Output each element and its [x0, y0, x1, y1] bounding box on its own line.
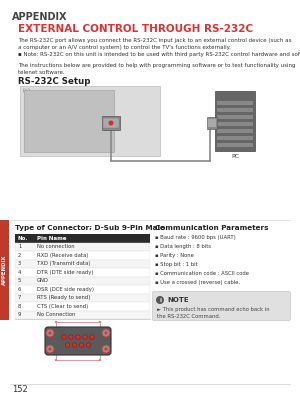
- Circle shape: [69, 335, 73, 339]
- Bar: [215, 91, 255, 151]
- Text: 7: 7: [18, 295, 21, 300]
- Text: ▪ Data length : 8 bits: ▪ Data length : 8 bits: [155, 244, 211, 249]
- Text: ▪ Note: RS-232C on this unit is intended to be used with third party RS-232C con: ▪ Note: RS-232C on this unit is intended…: [18, 52, 300, 57]
- Bar: [15, 294, 150, 302]
- Text: CTS (Clear to send): CTS (Clear to send): [37, 304, 88, 309]
- Text: ▪ Parity : None: ▪ Parity : None: [155, 253, 194, 258]
- Text: GND: GND: [37, 278, 49, 283]
- Circle shape: [49, 332, 52, 334]
- Circle shape: [156, 296, 164, 304]
- Bar: [217, 143, 253, 147]
- Circle shape: [76, 335, 80, 339]
- Text: No.: No.: [18, 236, 28, 241]
- Circle shape: [79, 343, 84, 347]
- Text: ► This product has command echo back in
the RS-232C Command.: ► This product has command echo back in …: [157, 307, 270, 319]
- Text: 5: 5: [18, 278, 21, 283]
- Circle shape: [90, 335, 94, 339]
- Text: ▪ Communication code : ASCII code: ▪ Communication code : ASCII code: [155, 271, 249, 276]
- Text: NOTE: NOTE: [167, 297, 189, 303]
- Text: No connection: No connection: [37, 244, 75, 249]
- Text: EXTERNAL CONTROL THROUGH RS-232C: EXTERNAL CONTROL THROUGH RS-232C: [18, 24, 253, 34]
- Text: ▪ Stop bit : 1 bit: ▪ Stop bit : 1 bit: [155, 262, 198, 267]
- Bar: [102, 116, 120, 130]
- Text: 4: 4: [18, 270, 21, 275]
- Circle shape: [102, 329, 110, 337]
- Text: Communication Parameters: Communication Parameters: [155, 225, 268, 231]
- Bar: [15, 310, 150, 319]
- Circle shape: [83, 335, 87, 339]
- Text: 1: 1: [18, 244, 21, 249]
- Text: APPENDIX: APPENDIX: [2, 255, 7, 285]
- FancyBboxPatch shape: [45, 327, 111, 355]
- Text: 6: 6: [18, 287, 21, 292]
- Circle shape: [109, 120, 113, 126]
- Circle shape: [104, 332, 107, 334]
- Bar: [15, 234, 150, 242]
- Text: 3: 3: [18, 261, 21, 266]
- Bar: [0, 220, 9, 320]
- Circle shape: [99, 359, 101, 361]
- Text: (+): (+): [23, 88, 31, 93]
- Bar: [103, 118, 119, 128]
- Text: i: i: [159, 298, 161, 302]
- Text: RTS (Ready to send): RTS (Ready to send): [37, 295, 90, 300]
- Text: No Connection: No Connection: [37, 312, 75, 317]
- Bar: [217, 129, 253, 133]
- Bar: [217, 122, 253, 126]
- Circle shape: [46, 345, 54, 353]
- Text: DSR (DCE side ready): DSR (DCE side ready): [37, 287, 94, 292]
- Circle shape: [55, 321, 57, 323]
- Bar: [24, 90, 114, 152]
- Bar: [217, 101, 253, 105]
- Circle shape: [72, 343, 77, 347]
- Bar: [20, 86, 160, 156]
- Bar: [15, 302, 150, 310]
- Bar: [217, 108, 253, 112]
- Bar: [217, 115, 253, 119]
- Text: Type of Connector; D-Sub 9-Pin Male: Type of Connector; D-Sub 9-Pin Male: [15, 225, 165, 231]
- Text: 8: 8: [18, 304, 21, 309]
- Bar: [15, 242, 150, 251]
- Bar: [15, 260, 150, 268]
- Bar: [15, 268, 150, 276]
- Circle shape: [86, 343, 91, 347]
- Text: RS-232C Setup: RS-232C Setup: [18, 77, 91, 86]
- Text: TXD (Transmit data): TXD (Transmit data): [37, 261, 90, 266]
- Text: RXD (Receive data): RXD (Receive data): [37, 253, 88, 258]
- Text: 152: 152: [12, 386, 28, 394]
- Text: The RS-232C port allows you connect the RS-232C input jack to an external contro: The RS-232C port allows you connect the …: [18, 38, 292, 50]
- Text: Pin Name: Pin Name: [37, 236, 67, 241]
- Text: DTR (DTE side ready): DTR (DTE side ready): [37, 270, 94, 275]
- Circle shape: [55, 359, 57, 361]
- Text: APPENDIX: APPENDIX: [12, 12, 68, 22]
- Text: 2: 2: [18, 253, 21, 258]
- Bar: [15, 251, 150, 260]
- Text: PC: PC: [231, 154, 239, 159]
- Circle shape: [99, 321, 101, 323]
- Bar: [15, 276, 150, 285]
- Circle shape: [104, 348, 107, 350]
- Bar: [208, 119, 216, 127]
- Bar: [15, 285, 150, 294]
- FancyBboxPatch shape: [152, 292, 290, 320]
- Text: ▪ Baud rate : 9600 bps (UART): ▪ Baud rate : 9600 bps (UART): [155, 235, 236, 240]
- Circle shape: [46, 329, 54, 337]
- Bar: [207, 117, 217, 129]
- Circle shape: [62, 335, 66, 339]
- Circle shape: [102, 345, 110, 353]
- Circle shape: [65, 343, 70, 347]
- Text: 9: 9: [18, 312, 21, 317]
- Circle shape: [49, 348, 52, 350]
- Text: The instructions below are provided to help with programming software or to test: The instructions below are provided to h…: [18, 63, 296, 74]
- Text: ▪ Use a crossed (reverse) cable.: ▪ Use a crossed (reverse) cable.: [155, 280, 240, 285]
- Bar: [217, 136, 253, 140]
